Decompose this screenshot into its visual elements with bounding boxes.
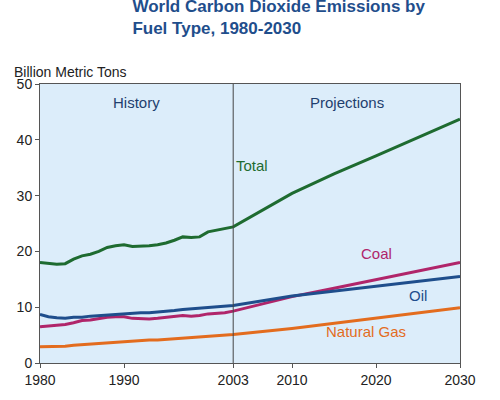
- svg-text:World Carbon Dioxide Emissions: World Carbon Dioxide Emissions byFuel Ty…: [132, 0, 425, 38]
- svg-text:1990: 1990: [108, 372, 139, 388]
- svg-text:20: 20: [17, 243, 33, 259]
- svg-text:Oil: Oil: [409, 287, 427, 304]
- svg-text:2030: 2030: [444, 372, 475, 388]
- svg-text:2003: 2003: [218, 372, 249, 388]
- svg-text:2010: 2010: [276, 372, 307, 388]
- svg-text:10: 10: [17, 299, 33, 315]
- svg-text:40: 40: [17, 132, 33, 148]
- svg-text:Coal: Coal: [361, 245, 392, 262]
- svg-text:History: History: [113, 94, 160, 111]
- svg-text:1980: 1980: [24, 372, 55, 388]
- svg-text:Natural Gas: Natural Gas: [326, 323, 406, 340]
- svg-text:0: 0: [24, 355, 32, 371]
- svg-text:30: 30: [17, 188, 33, 204]
- svg-text:2020: 2020: [360, 372, 391, 388]
- svg-text:Projections: Projections: [310, 94, 384, 111]
- svg-text:Billion Metric Tons: Billion Metric Tons: [14, 64, 127, 80]
- svg-text:50: 50: [17, 76, 33, 92]
- svg-text:Total: Total: [236, 157, 268, 174]
